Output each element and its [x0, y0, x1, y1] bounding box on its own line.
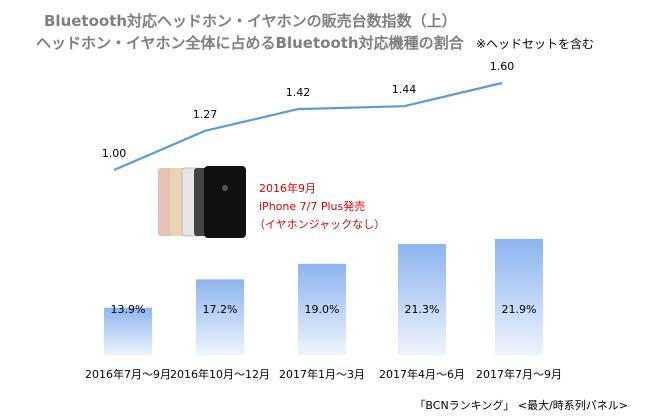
chart-subtitle: ヘッドホン・イヤホン全体に占めるBluetooth対応機種の割合 — [36, 34, 464, 52]
x-tick-label: 2017年7月～9月 — [476, 367, 562, 381]
bar — [104, 307, 152, 355]
bar-label: 17.2% — [203, 303, 238, 316]
bar — [398, 244, 446, 355]
bar-label: 13.9% — [111, 303, 146, 316]
line-label: 1.00 — [102, 147, 127, 160]
x-tick-label: 2016年10月～12月 — [170, 367, 270, 381]
annotation-date: 2016年9月 — [259, 182, 316, 195]
chart-note: ※ヘッドセットを含む — [476, 37, 595, 51]
bar — [495, 238, 543, 355]
annotation-event: iPhone 7/7 Plus発売 — [259, 200, 366, 213]
x-tick-label: 2016年7月～9月 — [85, 367, 171, 381]
x-tick-label: 2017年4月～6月 — [379, 367, 465, 381]
iphone-image — [158, 166, 246, 238]
bar — [298, 263, 346, 355]
bar — [196, 279, 244, 355]
chart-title: Bluetooth対応ヘッドホン・イヤホンの販売台数指数（上） — [44, 12, 457, 30]
index-line — [113, 81, 503, 172]
annotation-detail: （イヤホンジャックなし） — [254, 218, 386, 231]
bar-label: 21.3% — [405, 303, 440, 316]
source-label: 「BCNランキング」 <最大/時系列パネル> — [414, 399, 628, 412]
line-label: 1.60 — [490, 60, 515, 73]
line-label: 1.27 — [193, 108, 218, 121]
line-label: 1.42 — [286, 86, 311, 99]
x-tick-label: 2017年1月～3月 — [279, 367, 365, 381]
bar-label: 19.0% — [305, 303, 340, 316]
line-label: 1.44 — [392, 83, 417, 96]
bar-label: 21.9% — [502, 303, 537, 316]
